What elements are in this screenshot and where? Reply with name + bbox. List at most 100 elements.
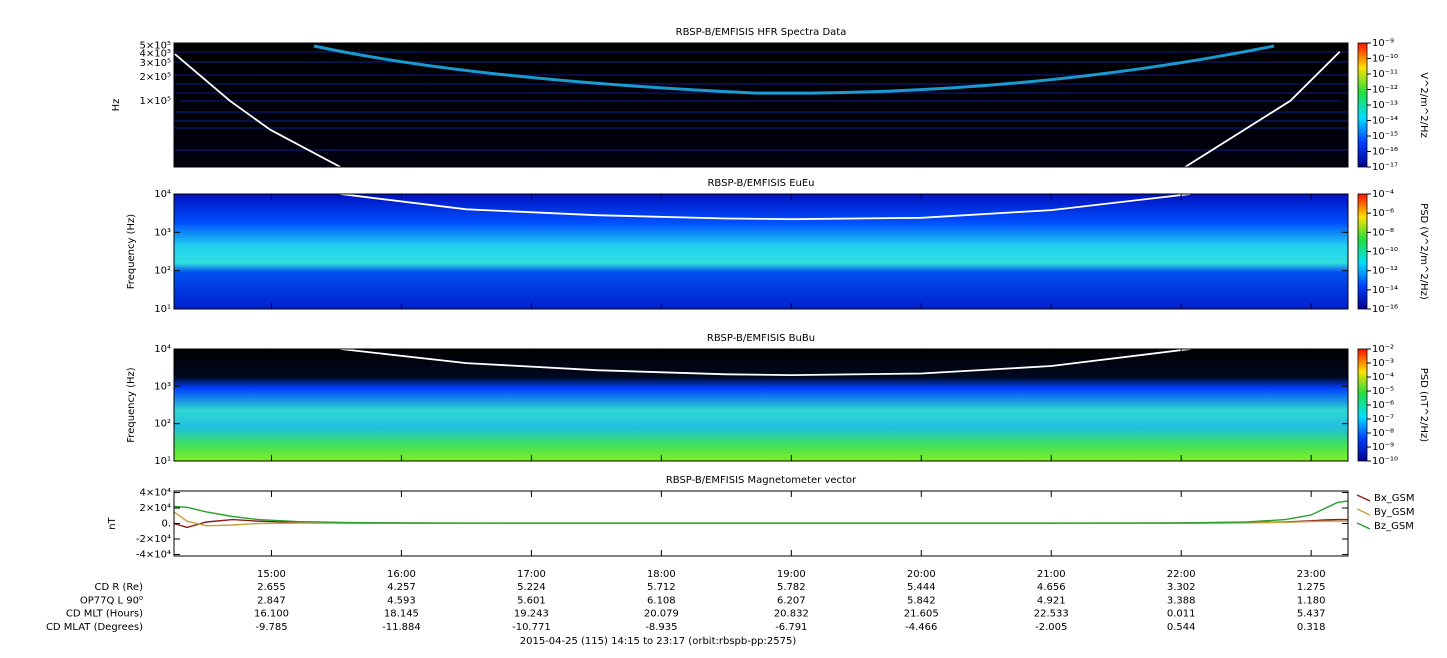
colorbar-tick-label: 10⁻¹⁴ xyxy=(1372,285,1398,296)
y-axis-label: Hz xyxy=(111,99,122,112)
legend-swatch xyxy=(1356,522,1371,530)
ephemeris-label: CD MLAT (Degrees) xyxy=(46,622,143,633)
ephemeris-value: 6.108 xyxy=(647,595,676,606)
y-tick-label: 4×10⁵ xyxy=(140,48,171,59)
colorbar-tick-label: 10⁻⁴ xyxy=(1372,189,1394,200)
ephemeris-value: -11.884 xyxy=(382,622,421,633)
ephemeris-value: 1.180 xyxy=(1297,595,1326,606)
plot-frame xyxy=(173,42,1349,168)
ephemeris-value: 20.832 xyxy=(774,609,809,620)
ephemeris-value: 5.782 xyxy=(777,582,806,593)
ephemeris-value: 5.842 xyxy=(907,595,936,606)
y-tick-label: 2×10⁵ xyxy=(140,72,171,83)
ephemeris-value: 1.275 xyxy=(1297,582,1326,593)
y-tick-label: 10¹ xyxy=(154,456,171,467)
panel-title: RBSP-B/EMFISIS EuEu xyxy=(707,178,814,189)
colorbar-tick-label: 10⁻⁶ xyxy=(1372,208,1394,219)
ephemeris-value: 19.243 xyxy=(514,609,549,620)
ephemeris-value: 5.437 xyxy=(1297,609,1326,620)
panel-title: RBSP-B/EMFISIS Magnetometer vector xyxy=(666,475,857,486)
ephemeris-value: -4.466 xyxy=(905,622,937,633)
ephemeris-value: 18.145 xyxy=(384,609,419,620)
colorbar-tick-label: 10⁻¹⁶ xyxy=(1372,147,1398,158)
ephemeris-value: 5.601 xyxy=(517,595,546,606)
y-tick-label: -2×10⁴ xyxy=(136,534,171,545)
y-tick-label: 2×10⁴ xyxy=(140,503,171,514)
plot-frame xyxy=(173,348,1349,462)
x-tick-label: 17:00 xyxy=(517,569,546,580)
legend-swatch xyxy=(1356,508,1371,516)
plot-frame xyxy=(173,193,1349,310)
ephemeris-value: -6.791 xyxy=(775,622,807,633)
colorbar-tick-label: 10⁻⁹ xyxy=(1372,38,1394,49)
ephemeris-value: 2.847 xyxy=(257,595,286,606)
y-tick-label: 0. xyxy=(161,519,171,530)
y-tick-label: 10¹ xyxy=(154,304,171,315)
frequency-curve xyxy=(340,194,1191,221)
ephemeris-value: -2.005 xyxy=(1035,622,1067,633)
y-tick-label: 10⁴ xyxy=(154,189,171,200)
colorbar-tick-label: 10⁻² xyxy=(1372,344,1394,355)
colorbar xyxy=(1357,42,1368,168)
ephemeris-label: OP77Q L 90⁰ xyxy=(80,595,143,606)
ephemeris-value: 3.302 xyxy=(1167,582,1196,593)
ephemeris-value: 4.257 xyxy=(387,582,416,593)
colorbar-tick-label: 10⁻⁸ xyxy=(1372,227,1394,238)
ephemeris-value: 5.224 xyxy=(517,582,546,593)
spectrogram-image xyxy=(174,194,1348,309)
legend-label: By_GSM xyxy=(1374,507,1415,518)
y-tick-label: 10² xyxy=(154,419,171,430)
colorbar-tick-label: 10⁻¹² xyxy=(1372,266,1398,277)
panel-title: RBSP-B/EMFISIS BuBu xyxy=(707,333,815,344)
panel-title: RBSP-B/EMFISIS HFR Spectra Data xyxy=(676,27,847,38)
ephemeris-value: 3.388 xyxy=(1167,595,1196,606)
y-tick-label: 4×10⁴ xyxy=(140,488,171,499)
x-tick-label: 21:00 xyxy=(1037,569,1066,580)
colorbar-tick-label: 10⁻¹² xyxy=(1372,85,1398,96)
x-tick-label: 16:00 xyxy=(387,569,416,580)
x-tick-label: 18:00 xyxy=(647,569,676,580)
ephemeris-value: 4.656 xyxy=(1037,582,1066,593)
ephemeris-value: 5.712 xyxy=(647,582,676,593)
colorbar-tick-label: 10⁻⁵ xyxy=(1372,386,1394,397)
colorbar-tick-label: 10⁻³ xyxy=(1372,358,1394,369)
y-tick-label: 10³ xyxy=(154,227,171,238)
colorbar-tick-label: 10⁻¹⁰ xyxy=(1372,54,1398,65)
colorbar-tick-label: 10⁻⁶ xyxy=(1372,400,1394,411)
ephemeris-value: -8.935 xyxy=(645,622,677,633)
ephemeris-value: 22.533 xyxy=(1034,609,1069,620)
legend-swatch xyxy=(1356,494,1371,502)
legend-label: Bx_GSM xyxy=(1374,493,1415,504)
ephemeris-label: CD R (Re) xyxy=(95,582,144,593)
colorbar xyxy=(1357,193,1368,310)
colorbar-tick-label: 10⁻⁴ xyxy=(1372,372,1394,383)
y-tick-label: -4×10⁴ xyxy=(136,549,171,560)
x-tick-label: 15:00 xyxy=(257,569,286,580)
colorbar-tick-label: 10⁻¹⁶ xyxy=(1372,304,1398,315)
ephemeris-value: 16.100 xyxy=(254,609,289,620)
series-line xyxy=(174,500,1348,524)
legend-label: Bz_GSM xyxy=(1374,521,1414,532)
colorbar-tick-label: 10⁻¹⁵ xyxy=(1372,131,1398,142)
y-axis-label: nT xyxy=(107,516,118,529)
ephemeris-value: -9.785 xyxy=(255,622,287,633)
ephemeris-value: 0.544 xyxy=(1167,622,1196,633)
colorbar-tick-label: 10⁻¹⁰ xyxy=(1372,247,1398,258)
y-tick-label: 10² xyxy=(154,266,171,277)
frequency-curve xyxy=(174,50,1341,167)
x-tick-label: 22:00 xyxy=(1167,569,1196,580)
x-tick-label: 20:00 xyxy=(907,569,936,580)
colorbar-tick-label: 10⁻¹⁰ xyxy=(1372,456,1398,467)
y-tick-label: 3×10⁵ xyxy=(140,58,171,69)
ephemeris-value: 20.079 xyxy=(644,609,679,620)
colorbar-tick-label: 10⁻⁷ xyxy=(1372,414,1394,425)
spectrogram-image xyxy=(174,43,1348,167)
ephemeris-value: -10.771 xyxy=(512,622,551,633)
y-axis-label: Frequency (Hz) xyxy=(126,367,137,443)
colorbar-label: PSD (nT^2/Hz) xyxy=(1418,368,1429,442)
colorbar-tick-label: 10⁻¹¹ xyxy=(1372,69,1398,80)
ephemeris-value: 21.605 xyxy=(904,609,939,620)
colorbar-tick-label: 10⁻¹⁷ xyxy=(1372,162,1398,173)
y-tick-label: 5×10⁵ xyxy=(140,41,171,52)
